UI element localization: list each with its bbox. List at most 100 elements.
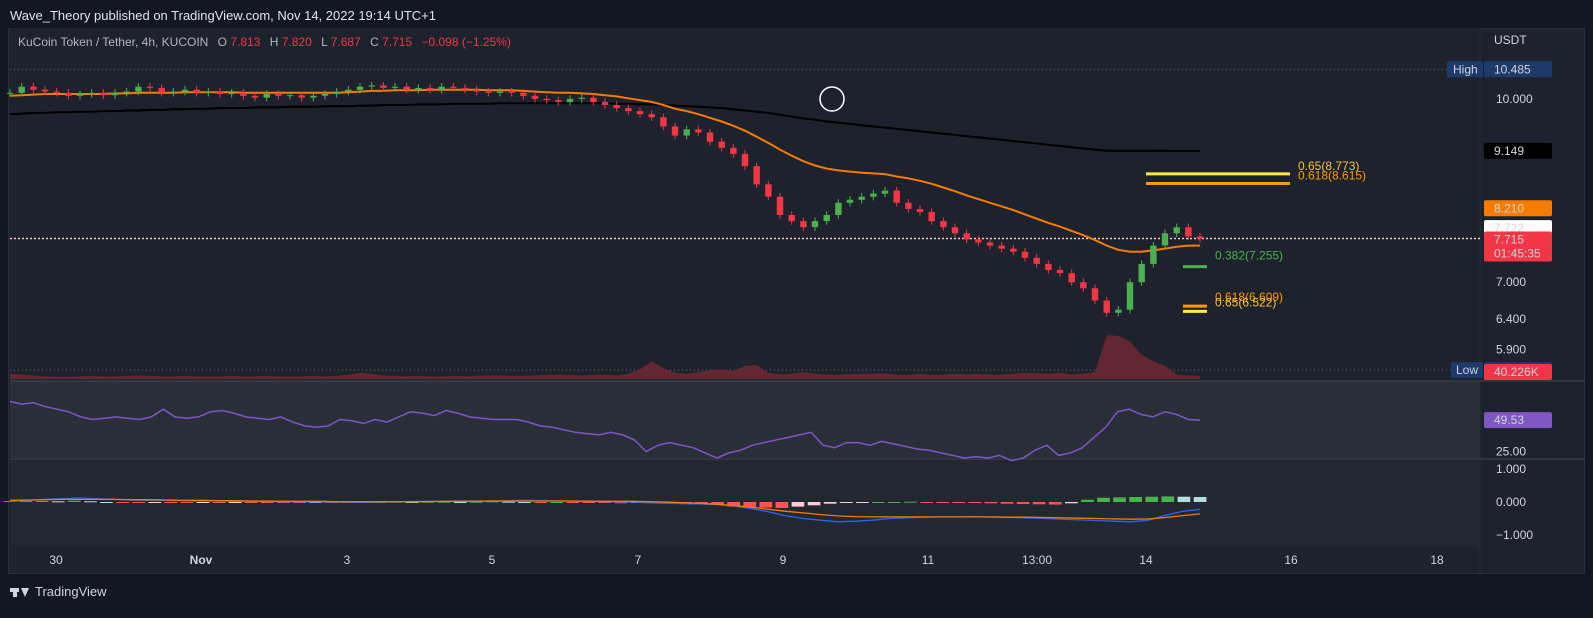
macd-histogram-bar [180, 502, 194, 503]
candle-body [76, 94, 84, 96]
macd-histogram-bar [437, 501, 451, 503]
candle-body [415, 87, 422, 90]
macd-histogram-bar [470, 501, 483, 503]
candle-body [1021, 251, 1029, 258]
candle-body [298, 95, 305, 98]
macd-histogram-bar [293, 502, 306, 503]
macd-tick-label: 0.000 [1496, 495, 1526, 509]
candle-body [1103, 300, 1110, 313]
candle-body [193, 89, 200, 93]
macd-signal-line [9, 498, 1201, 520]
macd-histogram-bar [839, 502, 853, 503]
macd-histogram-bar [807, 502, 821, 506]
candle-body [613, 105, 620, 109]
currency-label: USDT [1494, 33, 1527, 47]
price-tick-label: 6.400 [1496, 312, 1526, 326]
candle-body [963, 233, 970, 240]
rsi-line [9, 400, 1201, 462]
macd-histogram-bar [1065, 502, 1078, 504]
macd-histogram-bar [261, 502, 274, 503]
candle-body [683, 129, 690, 136]
price-pane [10, 28, 1480, 380]
macd-histogram-bar [196, 502, 210, 503]
candle-body [6, 92, 14, 94]
macd-histogram-bar [68, 500, 81, 502]
macd-histogram-bar [695, 502, 708, 504]
candle-body [310, 95, 317, 98]
candle-body [263, 94, 270, 98]
candle-body [321, 94, 329, 96]
macd-histogram-bar [598, 502, 612, 503]
candle-body [1056, 270, 1064, 274]
candle-body [566, 98, 574, 102]
volume-badge: 40.226K [1494, 365, 1539, 379]
candle-body [403, 86, 410, 90]
rsi-value-badge-bg [1484, 412, 1552, 429]
current-price-badge-bg [1484, 231, 1552, 262]
candle-body [508, 91, 515, 93]
candle-body [275, 94, 282, 96]
candle-body [380, 85, 387, 88]
candle-body [345, 89, 352, 92]
candle-body [391, 86, 399, 88]
fib-level-label: 0.65(8.773) [1298, 159, 1359, 173]
close-value: 7.715 [382, 35, 413, 49]
candle-body [520, 92, 527, 96]
price-tick-label: 7.000 [1496, 275, 1526, 289]
brand-name: TradingView [35, 584, 107, 599]
candle-body [636, 111, 644, 115]
candle-body [811, 221, 819, 228]
volume-badge-bg [1484, 364, 1552, 380]
x-tick-label: 18 [1430, 553, 1444, 567]
candle-body [1173, 227, 1180, 234]
candle-body [823, 215, 830, 222]
candle-body [543, 98, 550, 101]
high-tag-label: High [1453, 62, 1478, 76]
macd-histogram-bar [518, 502, 531, 503]
candle-body [1196, 236, 1204, 239]
low-tag-bg [1451, 362, 1483, 379]
candle-body [333, 91, 340, 94]
candle-body [765, 184, 772, 197]
macd-histogram-bar [743, 502, 757, 508]
candle-body [228, 92, 235, 94]
high-label: H [269, 35, 279, 49]
change-value: −0.098 (−1.25%) [421, 35, 511, 49]
macd-histogram-bar [116, 502, 129, 503]
candle-body [1010, 248, 1017, 252]
macd-histogram-bar [148, 502, 162, 503]
candle-body [998, 245, 1005, 249]
candle-body [111, 92, 119, 96]
macd-histogram-bar [582, 502, 596, 503]
macd-histogram-bar [1097, 497, 1110, 502]
macd-histogram-bar [968, 502, 982, 503]
macd-histogram-bar [100, 502, 113, 503]
high-tag-bg [1447, 61, 1483, 78]
candle-body [916, 208, 924, 212]
candle-body [1045, 263, 1052, 270]
ema-slow-badge: 9.149 [1494, 144, 1524, 158]
macd-histogram-bar [453, 502, 467, 503]
candle-body [940, 221, 947, 228]
macd-histogram-bar [277, 502, 290, 503]
footer-brand[interactable]: TradingView [10, 584, 107, 599]
rsi-value-badge: 49.53 [1494, 413, 1524, 427]
macd-histogram-bar [566, 502, 580, 503]
candle-body [1091, 288, 1099, 301]
candle-body [286, 95, 294, 97]
macd-histogram-bar [486, 501, 499, 503]
symbol-name[interactable]: KuCoin Token / Tether, 4h, KUCOIN [18, 35, 209, 49]
candle-body [835, 202, 842, 215]
macd-histogram-bar [920, 502, 933, 503]
candle-body [1068, 273, 1075, 283]
macd-histogram-bar [35, 501, 49, 502]
candle-body [555, 100, 562, 102]
macd-histogram-bar [212, 502, 226, 503]
x-tick-label: 13:00 [1022, 553, 1052, 567]
macd-histogram-bar [856, 502, 869, 503]
candle-body [893, 190, 900, 203]
macd-histogram-bar [759, 502, 773, 508]
macd-histogram-bar [952, 502, 966, 503]
candle-body [1150, 245, 1157, 264]
